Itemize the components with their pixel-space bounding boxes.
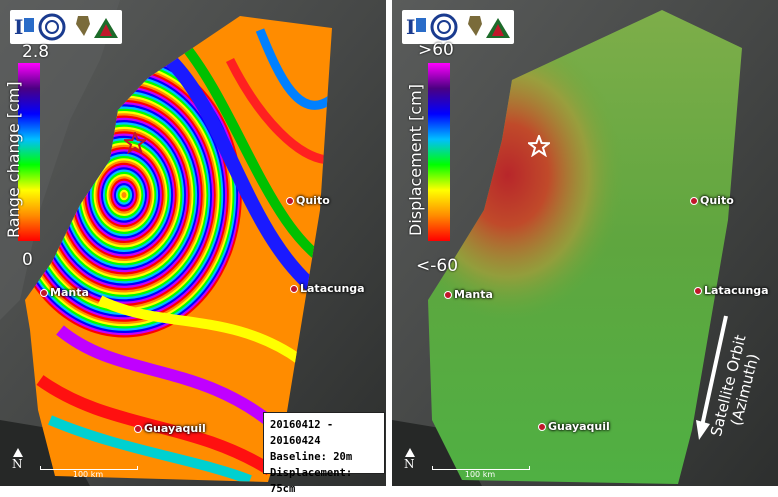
north-label: N — [12, 457, 23, 471]
north-arrow-icon: N — [12, 448, 23, 471]
city-marker-icon — [134, 425, 142, 433]
city-label: Quito — [296, 194, 330, 207]
city-marker-icon — [444, 291, 452, 299]
fringe-ring — [121, 192, 127, 198]
city-label: Guayaquil — [548, 420, 610, 433]
institution-logos: I — [402, 10, 514, 44]
city-quito: Quito — [690, 194, 734, 207]
city-manta: Manta — [40, 286, 89, 299]
svg-text:I: I — [406, 15, 415, 39]
svg-text:I: I — [14, 15, 23, 39]
city-marker-icon — [538, 423, 546, 431]
displacement-map — [392, 0, 778, 486]
institution-logos: I — [10, 10, 122, 44]
colorbar-title: Displacement [cm] — [406, 84, 425, 236]
scale-bar: 100 km — [40, 466, 138, 479]
colorbar-min-label: <-60 — [416, 256, 459, 276]
city-label: Latacunga — [300, 282, 365, 295]
colorbar — [18, 63, 40, 241]
acquisition-dates: 20160412 - 20160424 — [270, 419, 334, 447]
city-marker-icon — [290, 285, 298, 293]
city-label: Manta — [50, 286, 89, 299]
scale-label: 100 km — [72, 470, 104, 479]
city-marker-icon — [40, 289, 48, 297]
city-label: Quito — [700, 194, 734, 207]
interferogram-map — [0, 0, 386, 486]
scale-bar: 100 km — [432, 466, 530, 479]
displacement-panel: I >60 <-60 Displacement [cm] Quito Latac… — [392, 0, 778, 486]
city-marker-icon — [286, 197, 294, 205]
city-label: Guayaquil — [144, 422, 206, 435]
city-latacunga: Latacunga — [290, 282, 365, 295]
city-guayaquil: Guayaquil — [538, 420, 610, 433]
colorbar-max-label: 2.8 — [22, 42, 50, 62]
interferogram-panel: I 2.8 0 Range change [cm] Quito Latacung… — [0, 0, 386, 486]
city-quito: Quito — [286, 194, 330, 207]
colorbar-max-label: >60 — [418, 40, 454, 60]
city-manta: Manta — [444, 288, 493, 301]
colorbar — [428, 63, 450, 241]
colorbar-title: Range change [cm] — [4, 81, 23, 238]
baseline-label: Baseline: 20m — [270, 451, 353, 463]
displacement-label: Displacement: 75cm — [270, 467, 353, 495]
city-latacunga: Latacunga — [694, 284, 769, 297]
acquisition-info-box: 20160412 - 20160424 Baseline: 20m Displa… — [263, 412, 385, 495]
city-label: Manta — [454, 288, 493, 301]
city-guayaquil: Guayaquil — [134, 422, 206, 435]
scale-label: 100 km — [464, 470, 496, 479]
city-marker-icon — [694, 287, 702, 295]
orbit-arrow-icon — [696, 315, 728, 440]
colorbar-min-label: 0 — [22, 250, 33, 270]
epicenter-star-icon — [528, 135, 550, 157]
city-label: Latacunga — [704, 284, 769, 297]
north-arrow-icon: N — [404, 448, 415, 471]
north-label: N — [404, 457, 415, 471]
city-marker-icon — [690, 197, 698, 205]
epicenter-star-icon — [124, 132, 146, 154]
